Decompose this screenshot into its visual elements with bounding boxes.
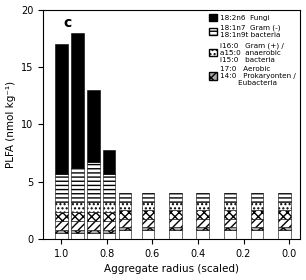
Bar: [87, 162, 99, 202]
Bar: [142, 202, 154, 211]
Bar: [224, 211, 236, 218]
Legend: 18:2n6  Fungi, 18:1n7  Gram (-)
18:1n9t bacteria, i16:0   Gram (+) /
a15:0  anae: 18:2n6 Fungi, 18:1n7 Gram (-) 18:1n9t ba…: [208, 13, 297, 87]
Bar: [196, 227, 209, 230]
Bar: [169, 230, 181, 239]
Bar: [169, 202, 181, 211]
Bar: [87, 212, 99, 221]
Bar: [119, 227, 131, 230]
Bar: [142, 211, 154, 218]
Bar: [71, 234, 84, 239]
Bar: [278, 218, 291, 227]
Bar: [251, 193, 263, 202]
Bar: [103, 150, 115, 174]
Bar: [142, 218, 154, 227]
Bar: [224, 202, 236, 211]
Bar: [119, 202, 131, 211]
Bar: [251, 227, 263, 230]
Bar: [87, 230, 99, 234]
Bar: [119, 211, 131, 218]
Bar: [196, 230, 209, 239]
Bar: [224, 218, 236, 227]
Bar: [103, 202, 115, 212]
Bar: [119, 218, 131, 227]
Bar: [103, 174, 115, 202]
Bar: [278, 202, 291, 211]
Bar: [169, 211, 181, 218]
Bar: [251, 218, 263, 227]
Bar: [55, 44, 68, 174]
Bar: [87, 90, 99, 162]
Bar: [142, 227, 154, 230]
Bar: [71, 221, 84, 230]
Bar: [196, 218, 209, 227]
Bar: [103, 221, 115, 230]
Bar: [169, 218, 181, 227]
Bar: [103, 234, 115, 239]
Bar: [142, 193, 154, 202]
Bar: [71, 202, 84, 212]
Bar: [278, 227, 291, 230]
Bar: [55, 234, 68, 239]
Bar: [55, 221, 68, 230]
Bar: [224, 230, 236, 239]
Bar: [71, 168, 84, 202]
Text: c: c: [64, 17, 72, 31]
X-axis label: Aggregate radius (scaled): Aggregate radius (scaled): [104, 264, 239, 274]
Bar: [119, 230, 131, 239]
Bar: [196, 193, 209, 202]
Bar: [278, 211, 291, 218]
Bar: [251, 211, 263, 218]
Bar: [71, 212, 84, 221]
Bar: [55, 212, 68, 221]
Bar: [251, 202, 263, 211]
Bar: [196, 202, 209, 211]
Bar: [142, 230, 154, 239]
Bar: [278, 193, 291, 202]
Bar: [103, 212, 115, 221]
Bar: [224, 227, 236, 230]
Bar: [55, 230, 68, 234]
Bar: [251, 230, 263, 239]
Bar: [119, 193, 131, 202]
Bar: [71, 230, 84, 234]
Bar: [224, 193, 236, 202]
Bar: [278, 230, 291, 239]
Bar: [169, 227, 181, 230]
Bar: [55, 202, 68, 212]
Bar: [196, 211, 209, 218]
Bar: [87, 202, 99, 212]
Bar: [103, 230, 115, 234]
Bar: [55, 174, 68, 202]
Y-axis label: PLFA (nmol kg⁻¹): PLFA (nmol kg⁻¹): [6, 81, 16, 168]
Bar: [87, 234, 99, 239]
Bar: [87, 221, 99, 230]
Bar: [169, 193, 181, 202]
Bar: [71, 32, 84, 168]
